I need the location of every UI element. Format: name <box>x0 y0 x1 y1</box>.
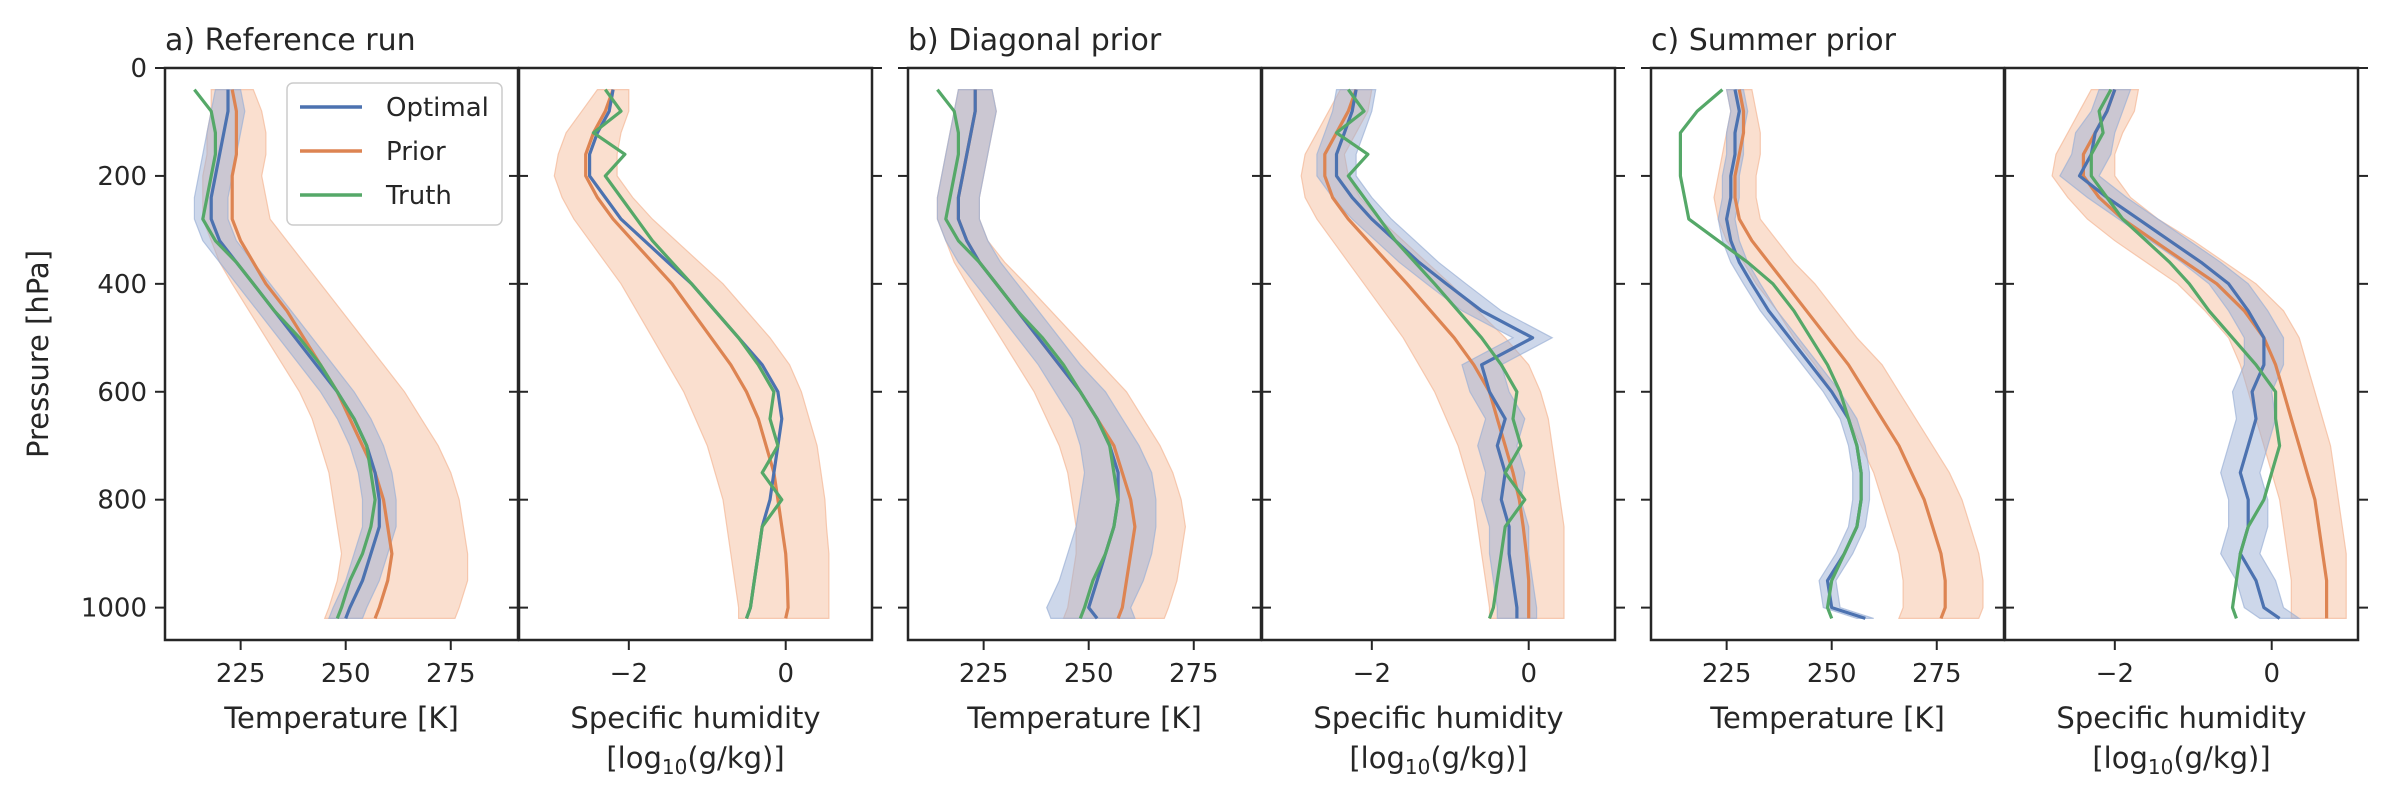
y-tick-label: 0 <box>130 54 147 84</box>
x-tick-label-3: 250 <box>1064 659 1114 689</box>
y-tick-label: 400 <box>97 270 147 300</box>
line-truth-3 <box>936 88 1120 619</box>
line-prior-1 <box>230 89 394 619</box>
line-truth-5 <box>1678 88 1863 619</box>
x-tick-label-2: 0 <box>777 659 794 689</box>
x-tick-label-2: −2 <box>610 659 648 689</box>
x-axis-label-humidity: Specific humidity <box>1313 701 1563 735</box>
y-tick-label: 1000 <box>81 594 147 624</box>
line-prior-5 <box>1733 89 1947 619</box>
x-tick-label-5: 225 <box>1702 659 1752 689</box>
band-optimal-1 <box>193 89 397 619</box>
line-truth-1 <box>193 88 377 619</box>
line-optimal-1 <box>209 89 381 619</box>
y-tick-label: 200 <box>97 162 147 192</box>
x-tick-label-1: 250 <box>321 659 371 689</box>
x-axis-label-humidity: Specific humidity <box>570 701 820 735</box>
y-axis-label: Pressure [hPa] <box>21 250 55 458</box>
line-prior-2 <box>584 89 790 619</box>
legend-entry-truth: Truth <box>385 181 452 211</box>
x-tick-label-5: 275 <box>1912 659 1962 689</box>
band-optimal-5 <box>1717 89 1874 619</box>
x-tick-label-6: −2 <box>2096 659 2134 689</box>
axes-frame-6 <box>2003 66 2360 642</box>
axis-ticks: 225 250 275 0 200 400 600 800 1000 −2 0 225 250 275 −2… <box>81 54 2368 689</box>
axes-frame-2 <box>517 66 874 642</box>
axes-frames <box>163 66 2360 642</box>
x-axis-label-temperature: Temperature [K] <box>223 701 459 735</box>
band-optimal-6 <box>2059 89 2302 619</box>
y-tick-label: 800 <box>97 486 147 516</box>
line-truth-2 <box>591 88 784 619</box>
line-optimal-4 <box>1334 89 1535 619</box>
x-tick-label-3: 275 <box>1169 659 1219 689</box>
profile-lines <box>193 88 2329 620</box>
panel-title-a: a) Reference run <box>165 23 416 58</box>
x-axis-label-temperature: Temperature [K] <box>966 701 1202 735</box>
legend-box <box>286 82 503 226</box>
legend-entry-prior: Prior <box>386 137 446 167</box>
x-tick-label-1: 275 <box>426 659 476 689</box>
band-optimal-3 <box>936 89 1157 619</box>
x-axis-label-humidity: Specific humidity <box>2056 701 2306 735</box>
line-truth-6 <box>2089 88 2282 619</box>
axes-frame-4 <box>1260 66 1617 642</box>
x-axis-label-humidity-units: [log10(g/kg)] <box>606 741 784 779</box>
x-tick-label-3: 225 <box>959 659 1009 689</box>
panel-title-c: c) Summer prior <box>1651 23 1897 58</box>
panel-title-b: b) Diagonal prior <box>908 23 1162 58</box>
band-prior-2 <box>553 89 830 619</box>
x-tick-label-4: −2 <box>1353 659 1391 689</box>
legend: Optimal Prior Truth <box>286 82 503 226</box>
x-tick-label-5: 250 <box>1807 659 1857 689</box>
x-tick-label-4: 0 <box>1520 659 1537 689</box>
y-tick-label: 600 <box>97 378 147 408</box>
x-tick-label-6: 0 <box>2263 659 2280 689</box>
line-prior-4 <box>1323 89 1531 619</box>
x-axis-label-humidity-units: [log10(g/kg)] <box>2092 741 2270 779</box>
legend-entry-optimal: Optimal <box>386 93 489 123</box>
x-axis-label-humidity-units: [log10(g/kg)] <box>1349 741 1527 779</box>
line-truth-4 <box>1334 88 1527 619</box>
x-tick-label-1: 225 <box>216 659 266 689</box>
axis-labels: a) Reference run Temperature [K] Pressure … <box>21 23 2307 779</box>
x-axis-label-temperature: Temperature [K] <box>1709 701 1945 735</box>
